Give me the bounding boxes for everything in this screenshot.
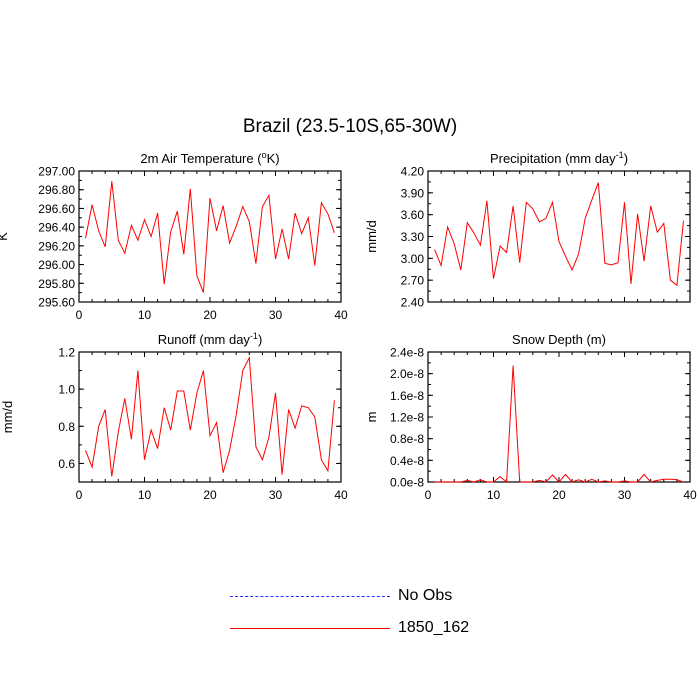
- series-line-1850-162: [85, 355, 335, 477]
- y-tick-label: 1.0: [58, 383, 75, 397]
- panel-title: Snow Depth (m): [512, 332, 606, 347]
- x-tick-label: 30: [618, 488, 632, 502]
- series-line-1850-162: [434, 365, 684, 484]
- y-tick-label: 295.60: [38, 296, 75, 310]
- y-tick-label: 296.00: [38, 258, 75, 272]
- y-tick-label: 2.0e-8: [390, 367, 424, 381]
- series-line-1850-162: [434, 182, 684, 287]
- x-tick-label: 20: [552, 488, 566, 502]
- y-tick-label: 296.80: [38, 183, 75, 197]
- x-tick-label: 30: [269, 488, 283, 502]
- legend-item-no-obs: No Obs: [230, 587, 530, 607]
- plot-frame: [427, 351, 691, 483]
- x-tick-label: 40: [683, 488, 697, 502]
- y-axis-label: mm/d: [0, 401, 15, 434]
- x-tick-label: 0: [76, 488, 83, 502]
- y-axis-label: m: [364, 412, 379, 423]
- y-tick-label: 0.8e-8: [390, 432, 424, 446]
- y-tick-label: 296.20: [38, 239, 75, 253]
- y-tick-label: 2.4e-8: [390, 346, 424, 360]
- y-tick-label: 1.2e-8: [390, 411, 424, 425]
- y-axis-label: mm/d: [364, 220, 379, 253]
- panel-title: Runoff (mm day-1): [158, 331, 263, 347]
- legend-swatch-no-obs: [230, 596, 390, 597]
- legend-swatch-1850-162: [230, 628, 390, 629]
- x-tick-label: 0: [76, 308, 83, 322]
- panel-precipitation: 2.40 2.70 3.00 3.30 3.60 3.90 4.20 mm/d Precipit…: [364, 150, 691, 310]
- y-tick-label: 1.2: [58, 346, 75, 360]
- legend-item-1850-162: 1850_162: [230, 619, 530, 639]
- x-tick-label: 40: [334, 308, 348, 322]
- x-tick-label: 0: [425, 488, 432, 502]
- y-tick-label: 3.30: [401, 230, 425, 244]
- y-tick-label: 0.8: [58, 420, 75, 434]
- y-axis-label: K: [0, 232, 10, 241]
- panel-title: 2m Air Temperature (oK): [140, 150, 279, 166]
- y-tick-label: 296.40: [38, 221, 75, 235]
- x-tick-label: 40: [334, 488, 348, 502]
- series-line-1850-162: [85, 181, 335, 293]
- x-tick-label: 10: [138, 308, 152, 322]
- y-tick-label: 0.6: [58, 457, 75, 471]
- plot-frame: [78, 351, 342, 483]
- y-tick-label: 3.90: [401, 186, 425, 200]
- panel-temperature: 0 10 20 30 40 295.60 295.80 296.00 296.20 296.40 2…: [0, 150, 348, 322]
- x-tick-label: 20: [203, 308, 217, 322]
- y-tick-label: 3.60: [401, 208, 425, 222]
- y-tick-label: 2.70: [401, 274, 425, 288]
- y-tick-label: 3.00: [401, 252, 425, 266]
- y-tick-label: 295.80: [38, 277, 75, 291]
- legend-label-no-obs: No Obs: [398, 587, 453, 604]
- y-tick-label: 296.60: [38, 202, 75, 216]
- y-tick-label: 4.20: [401, 165, 425, 179]
- x-tick-label: 10: [487, 488, 501, 502]
- y-tick-label: 1.6e-8: [390, 389, 424, 403]
- main-title: Brazil (23.5-10S,65-30W): [242, 116, 458, 137]
- x-tick-label: 10: [138, 488, 152, 502]
- plot-frame: [427, 170, 691, 303]
- y-tick-label: 297.00: [38, 165, 75, 179]
- y-tick-label: 0.0e-8: [390, 476, 424, 490]
- x-tick-label: 20: [203, 488, 217, 502]
- x-tick-label: 30: [269, 308, 283, 322]
- legend-label-1850-162: 1850_162: [398, 619, 470, 636]
- panel-snow-depth: 0 10 20 30 40 0.0e-8 0.4e-8 0.8e-8 1.2e-8 1.6e-8 2…: [364, 332, 697, 502]
- y-tick-label: 0.4e-8: [390, 454, 424, 468]
- y-tick-label: 2.40: [401, 296, 425, 310]
- panel-title: Precipitation (mm day-1): [490, 150, 628, 166]
- panel-runoff: 0 10 20 30 40 0.6 0.8 1.0 1.2 mm/d Runoff (mm day-…: [0, 331, 348, 502]
